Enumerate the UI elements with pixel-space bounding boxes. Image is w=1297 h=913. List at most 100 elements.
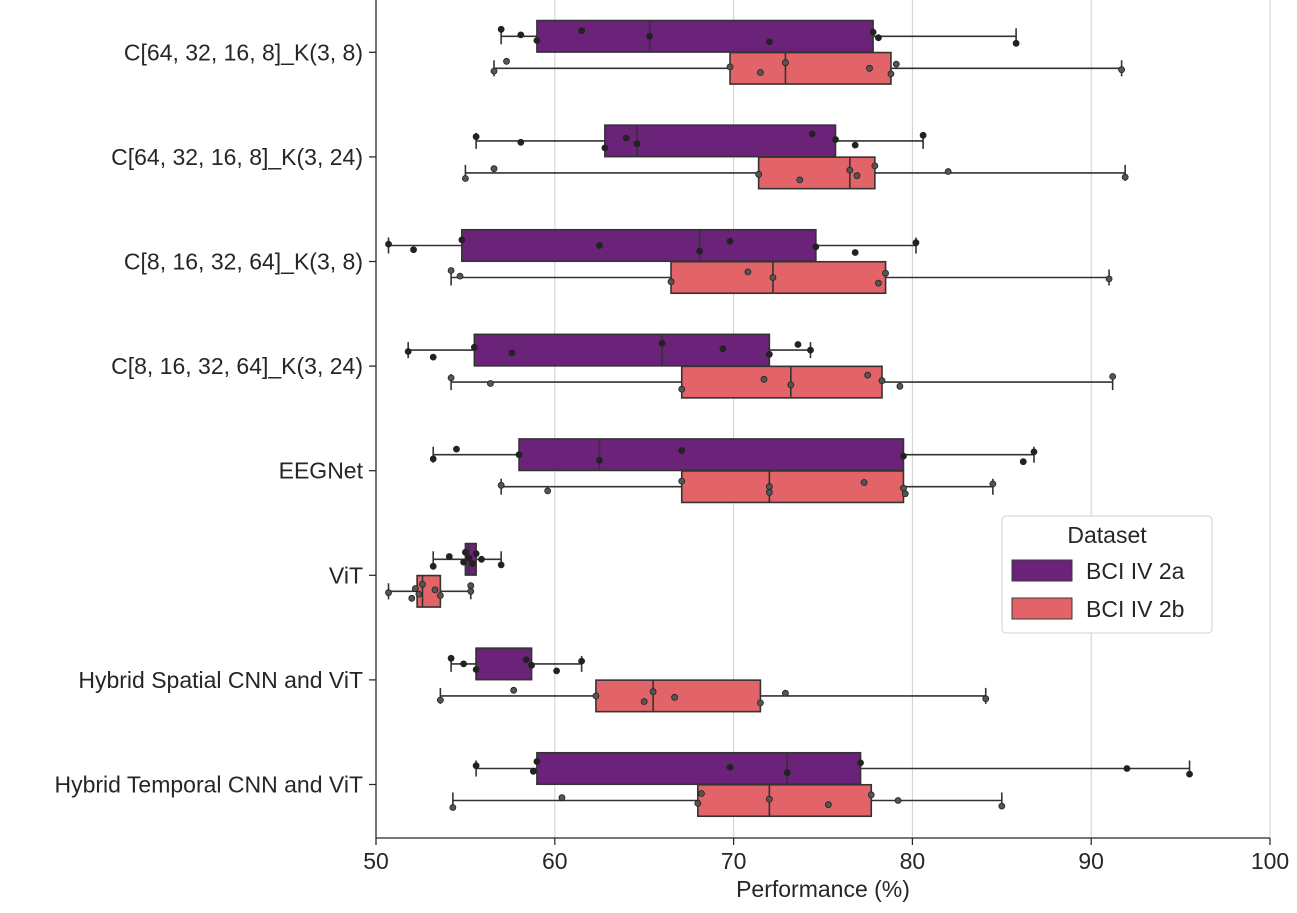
data-point xyxy=(460,660,468,668)
data-point xyxy=(824,801,832,809)
data-point xyxy=(601,144,609,152)
data-point xyxy=(982,695,990,703)
legend-swatch-bci-iv-2a xyxy=(1011,559,1073,582)
data-point xyxy=(578,27,586,35)
box-bci-iv-2a-c-8-16-32-64-k-3-8 xyxy=(385,228,920,263)
data-point xyxy=(1121,173,1129,181)
data-point xyxy=(592,692,600,700)
data-point xyxy=(696,247,704,255)
data-point xyxy=(857,759,864,767)
data-point xyxy=(867,791,875,799)
box-bci-iv-2b-hybrid-temporal-cnn-and-vit xyxy=(449,783,1006,818)
box-bci-iv-2b-c-64-32-16-8-k-3-24 xyxy=(461,156,1129,190)
data-point xyxy=(419,580,426,588)
data-point xyxy=(1118,66,1125,74)
iqr-box xyxy=(680,470,905,504)
iqr-box xyxy=(536,751,862,786)
data-point xyxy=(408,594,416,602)
data-point xyxy=(875,279,882,287)
data-point xyxy=(782,59,789,67)
data-point xyxy=(864,371,872,379)
data-point xyxy=(783,769,791,777)
data-point xyxy=(726,763,734,771)
y-tick-label-c-8-16-32-64-k-3-24: C[8, 16, 32, 64]_K(3, 24) xyxy=(111,353,363,379)
data-point xyxy=(472,762,480,770)
data-point xyxy=(467,582,475,590)
y-tick-label-c-64-32-16-8-k-3-24: C[64, 32, 16, 8]_K(3, 24) xyxy=(111,144,363,170)
data-point xyxy=(796,176,804,184)
data-point xyxy=(467,587,475,595)
data-point xyxy=(782,689,789,697)
iqr-box xyxy=(670,260,887,295)
data-point xyxy=(497,481,505,489)
data-point xyxy=(794,341,802,348)
data-point xyxy=(998,802,1006,810)
data-point xyxy=(465,554,473,562)
data-point xyxy=(461,175,469,182)
box-bci-iv-2a-c-64-32-16-8-k-3-8 xyxy=(497,19,1020,53)
box-bci-iv-2a-c-64-32-16-8-k-3-24 xyxy=(472,124,927,158)
iqr-box xyxy=(475,647,533,681)
iqr-box xyxy=(697,783,873,818)
data-point xyxy=(517,31,525,39)
data-point xyxy=(528,661,535,669)
data-point xyxy=(529,767,537,775)
data-point xyxy=(900,452,907,460)
data-point xyxy=(487,380,494,387)
data-point xyxy=(578,657,586,665)
iqr-box xyxy=(680,365,883,399)
data-point xyxy=(558,794,566,802)
box-plot-area xyxy=(385,19,1193,818)
data-point xyxy=(694,799,702,807)
data-point xyxy=(472,666,480,673)
data-point xyxy=(769,274,777,281)
data-point xyxy=(553,667,560,675)
data-point xyxy=(458,236,466,244)
data-point xyxy=(596,242,603,249)
data-point xyxy=(744,268,752,276)
data-point xyxy=(503,57,510,65)
data-point xyxy=(510,686,518,694)
box-bci-iv-2a-eegnet xyxy=(429,438,1038,472)
data-point xyxy=(765,483,773,491)
x-axis-title: Performance (%) xyxy=(736,876,910,902)
box-bci-iv-2a-vit xyxy=(429,542,505,576)
data-point xyxy=(860,479,868,486)
data-point xyxy=(515,451,523,459)
data-point xyxy=(757,69,764,76)
iqr-box xyxy=(461,228,817,263)
x-tick-label-100: 100 xyxy=(1251,848,1289,874)
axes xyxy=(375,0,1270,839)
data-point xyxy=(678,447,686,454)
y-tick-label-hybrid-temporal-cnn-and-vit: Hybrid Temporal CNN and ViT xyxy=(55,772,364,798)
data-point xyxy=(1123,765,1131,772)
data-point xyxy=(646,32,653,40)
x-tick-label-80: 80 xyxy=(900,848,926,874)
x-tick-label-50: 50 xyxy=(363,848,389,874)
data-point xyxy=(658,339,666,347)
data-point xyxy=(760,375,768,383)
data-point xyxy=(447,374,455,382)
data-point xyxy=(1019,458,1027,466)
data-point xyxy=(633,140,641,148)
data-point xyxy=(460,558,468,566)
data-point xyxy=(490,67,498,75)
box-bci-iv-2a-hybrid-spatial-cnn-and-vit xyxy=(447,647,586,681)
data-point xyxy=(882,269,889,277)
data-point xyxy=(757,699,764,707)
data-point xyxy=(765,38,773,46)
data-point xyxy=(919,131,927,139)
data-point xyxy=(472,133,480,141)
data-point xyxy=(622,134,630,142)
data-point xyxy=(698,790,705,797)
data-point xyxy=(461,548,469,556)
data-point xyxy=(853,172,861,180)
data-point xyxy=(445,553,453,560)
data-point xyxy=(517,138,525,146)
data-point xyxy=(678,477,686,485)
data-point xyxy=(726,63,734,71)
iqr-box xyxy=(595,679,762,713)
data-point xyxy=(415,590,423,598)
data-point xyxy=(596,456,603,464)
